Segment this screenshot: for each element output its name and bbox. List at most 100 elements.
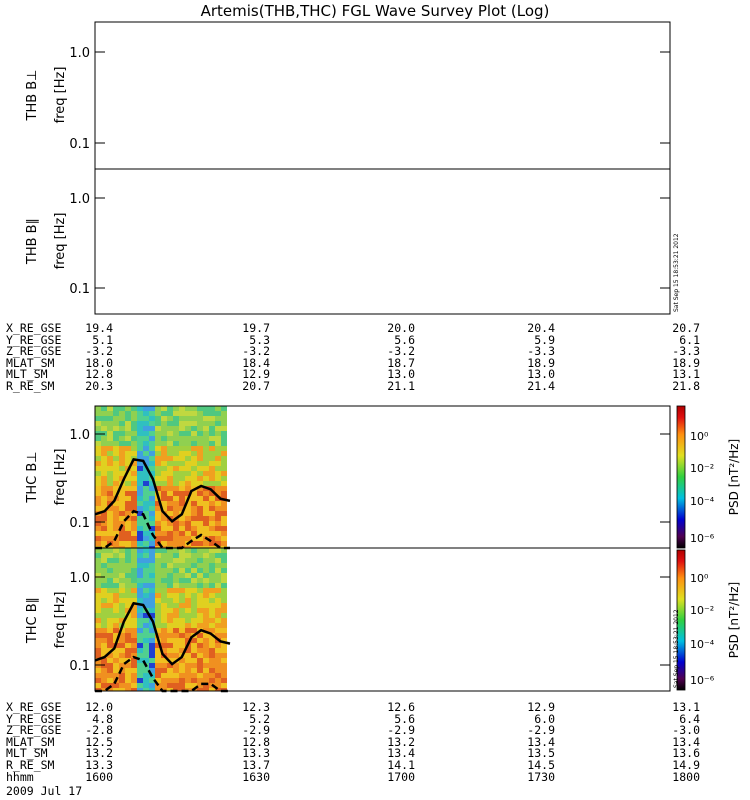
heatmap-cell (131, 421, 137, 426)
heatmap-cell (203, 441, 209, 446)
heatmap-cell (185, 663, 191, 668)
heatmap-cell (101, 521, 107, 526)
heatmap-cell (95, 451, 101, 456)
heatmap-cell (119, 441, 125, 446)
ylabel-thc-bperp: THC B⊥ (25, 451, 40, 503)
heatmap-cell (101, 436, 107, 441)
heatmap-cell (197, 668, 203, 673)
heatmap-cell (209, 466, 215, 471)
thb-eph-row-value: 5.6 (394, 332, 415, 347)
heatmap-cell (173, 588, 179, 593)
heatmap-cell (131, 553, 137, 558)
heatmap-cell (113, 673, 119, 678)
heatmap-cell (131, 633, 137, 638)
heatmap-cell (95, 673, 101, 678)
heatmap-cell (197, 648, 203, 653)
heatmap-cell (179, 618, 185, 623)
heatmap-cell (101, 426, 107, 431)
heatmap-cell (203, 406, 209, 411)
heatmap-cell (143, 541, 149, 546)
heatmap-cell (173, 578, 179, 583)
heatmap-cell (221, 618, 227, 623)
heatmap-cell (197, 496, 203, 501)
heatmap-cell (95, 436, 101, 441)
heatmap-cell (209, 491, 215, 496)
heatmap-cell (185, 546, 191, 548)
heatmap-cell (107, 563, 113, 568)
heatmap-cell (107, 633, 113, 638)
heatmap-cell (137, 578, 143, 583)
heatmap-cell (221, 613, 227, 618)
heatmap-cell (203, 683, 209, 688)
heatmap-cell (101, 476, 107, 481)
heatmap-cell (167, 441, 173, 446)
heatmap-cell (131, 506, 137, 511)
cb1-tick-0: 10⁰ (690, 430, 709, 443)
heatmap-cell (155, 416, 161, 421)
heatmap-cell (215, 613, 221, 618)
heatmap-cell (113, 558, 119, 563)
heatmap-cell (167, 663, 173, 668)
heatmap-cell (203, 613, 209, 618)
heatmap-cell (137, 593, 143, 598)
heatmap-cell (191, 436, 197, 441)
heatmap-cell (95, 416, 101, 421)
heatmap-cell (179, 553, 185, 558)
heatmap-cell (221, 638, 227, 643)
heatmap-cell (95, 628, 101, 633)
heatmap-cell (215, 548, 221, 553)
heatmap-cell (209, 426, 215, 431)
heatmap-cell (209, 431, 215, 436)
heatmap-cell (95, 593, 101, 598)
heatmap-cell (173, 663, 179, 668)
heatmap-cell (173, 598, 179, 603)
heatmap-cell (215, 496, 221, 501)
heatmap-cell (131, 406, 137, 411)
heatmap-cell (179, 563, 185, 568)
tick-thc-bperp-0-1: 0.1 (69, 516, 90, 531)
heatmap-cell (197, 411, 203, 416)
heatmap-cell (113, 441, 119, 446)
heatmap-cell (149, 501, 155, 506)
heatmap-cell (173, 436, 179, 441)
heatmap-cell (203, 658, 209, 663)
heatmap-cell (137, 678, 143, 683)
heatmap-cell (125, 633, 131, 638)
thb-eph-row-value: 18.0 (85, 355, 113, 370)
heatmap-cell (215, 563, 221, 568)
heatmap-cell (101, 421, 107, 426)
heatmap-cell (215, 598, 221, 603)
heatmap-cell (179, 608, 185, 613)
heatmap-cell (155, 678, 161, 683)
heatmap-cell (215, 446, 221, 451)
tick-thc-bpar-1: 1.0 (69, 571, 90, 586)
heatmap-cell (191, 548, 197, 553)
heatmap-cell (113, 623, 119, 628)
heatmap-cell (179, 476, 185, 481)
heatmap-cell (179, 421, 185, 426)
heatmap-cell (197, 608, 203, 613)
heatmap-cell (209, 603, 215, 608)
heatmap-cell (101, 643, 107, 648)
heatmap-cell (221, 653, 227, 658)
heatmap-cell (209, 521, 215, 526)
heatmap-cell (101, 568, 107, 573)
heatmap-cell (113, 653, 119, 658)
heatmap-cell (161, 658, 167, 663)
heatmap-cell (107, 441, 113, 446)
heatmap-cell (95, 573, 101, 578)
heatmap-cell (173, 421, 179, 426)
heatmap-cell (95, 633, 101, 638)
thc-eph-row-value: -3.0 (672, 723, 700, 738)
heatmap-cell (167, 623, 173, 628)
heatmap-cell (221, 511, 227, 516)
heatmap-cell (119, 541, 125, 546)
heatmap-cell (209, 416, 215, 421)
heatmap-cell (215, 633, 221, 638)
heatmap-cell (107, 653, 113, 658)
thb-eph-row-value: 5.1 (92, 332, 113, 347)
heatmap-cell (107, 628, 113, 633)
heatmap-cell (137, 536, 143, 541)
heatmap-cell (209, 653, 215, 658)
heatmap-cell (161, 536, 167, 541)
